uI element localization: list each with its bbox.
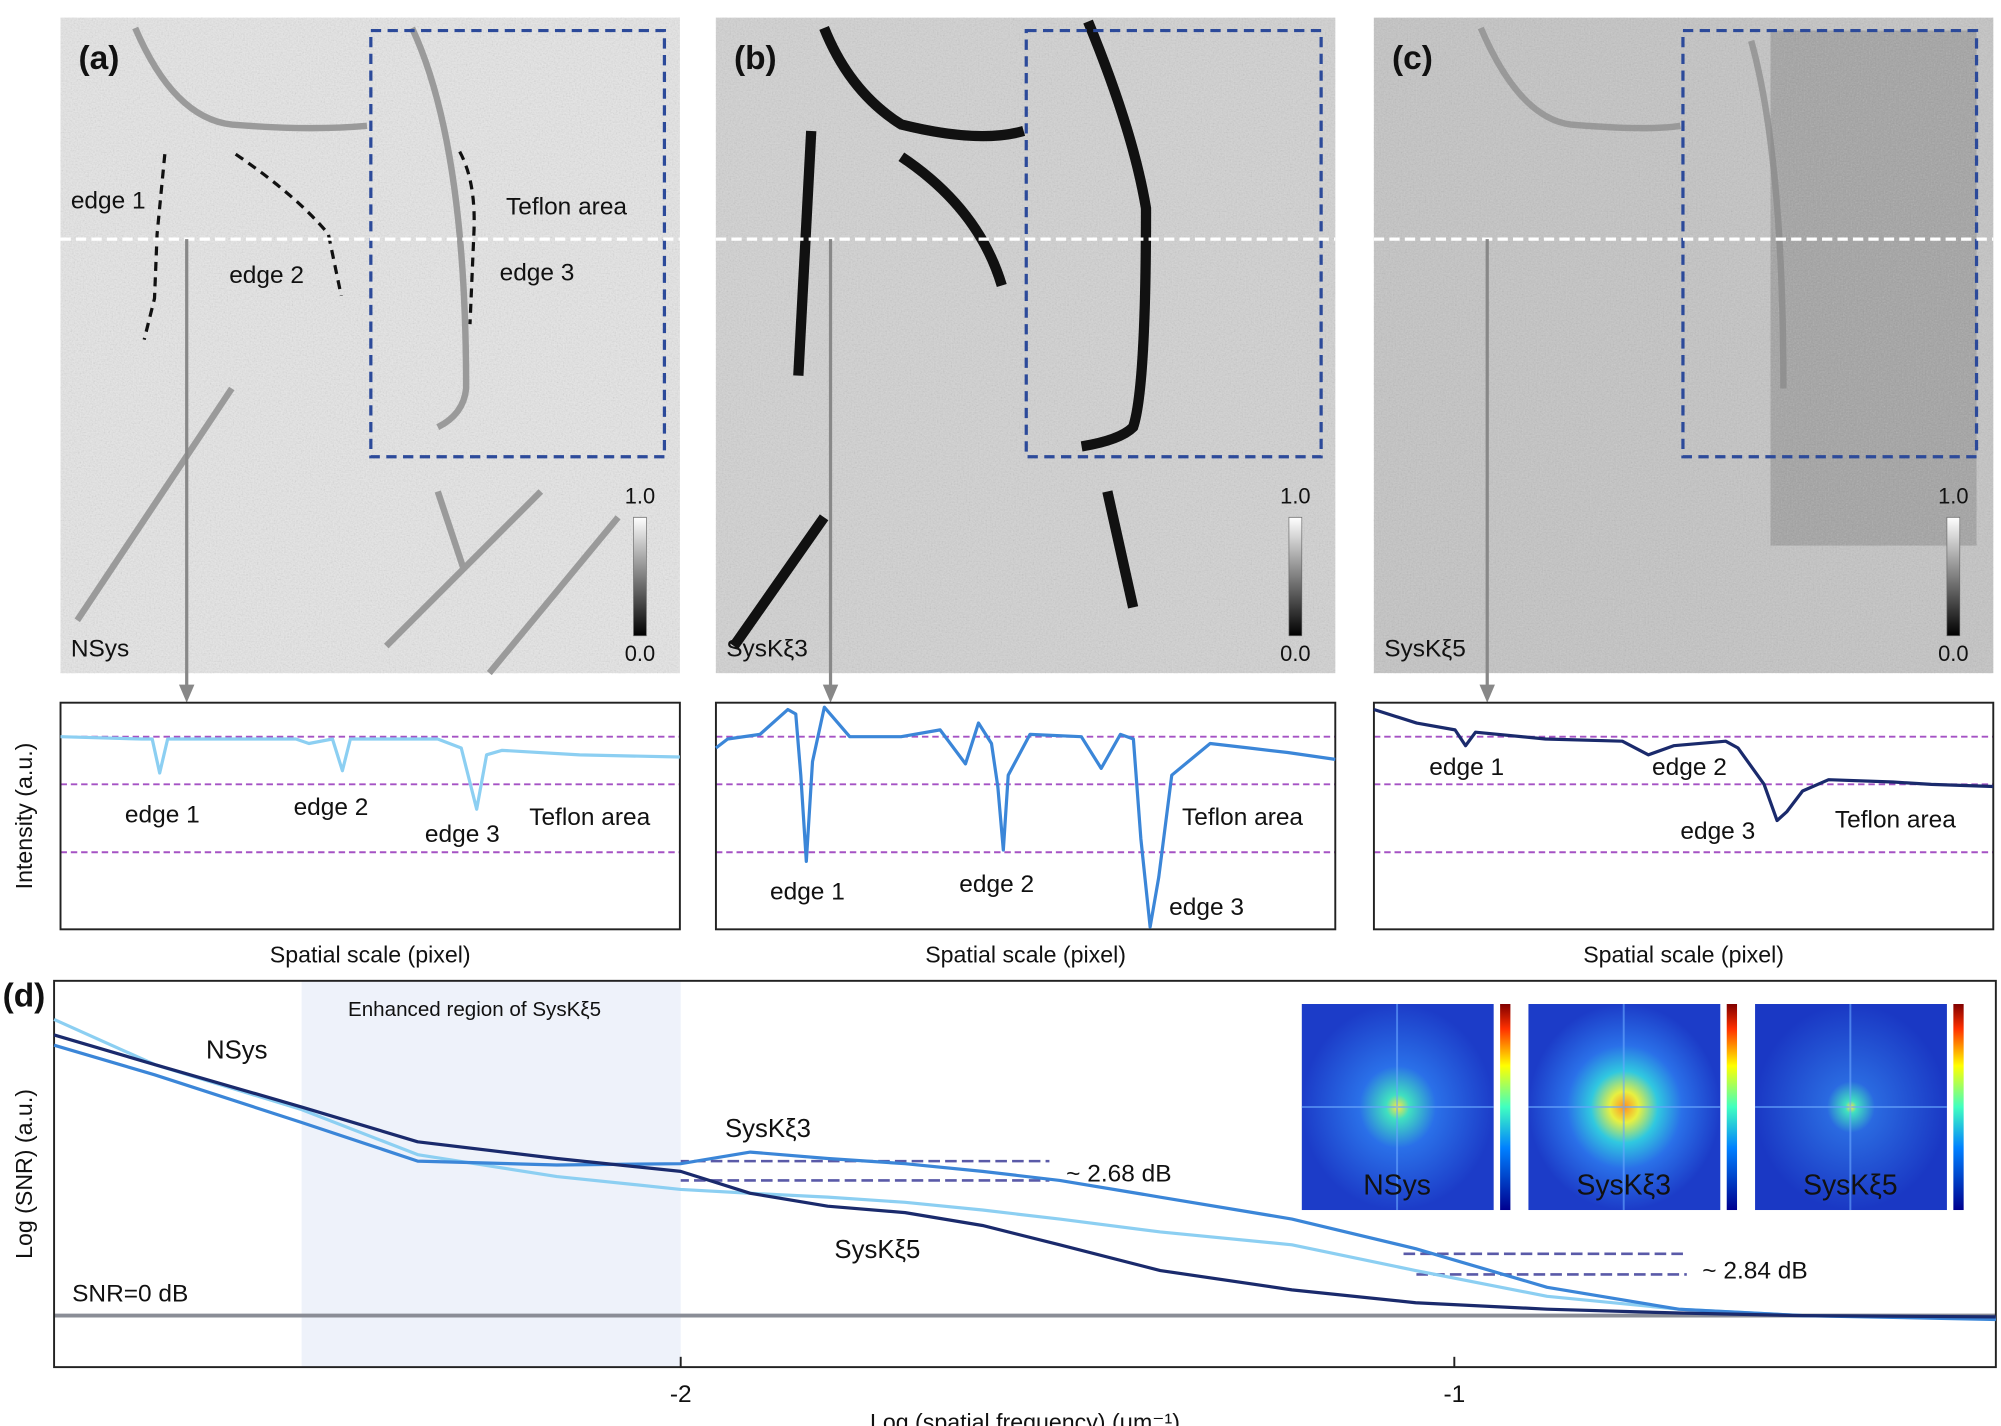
colorbar-tick-label: 1.0 [625,484,655,509]
annotation: edge 3 [425,821,500,848]
series-line [1373,707,1994,823]
x-axis-label: Log (spatial frequency) (μm⁻¹) [870,1409,1180,1426]
annotation: edge 2 [959,871,1034,898]
inset-label: NSys [1363,1169,1431,1201]
insets [1301,1004,1964,1211]
image-annotation: Teflon area [506,194,627,221]
x-tick-label: -1 [1443,1381,1465,1408]
colorbar-tick-label: 0.0 [625,641,655,666]
series-line [60,735,680,811]
image-name: SysKξ3 [726,635,808,662]
inset-label: SysKξ3 [1576,1169,1671,1201]
plot-frame [714,701,1337,931]
shaded-region-label: Enhanced region of SysKξ5 [348,998,601,1021]
annotation: edge 3 [1680,818,1755,845]
y-axis-label: Log (SNR) (a.u.) [11,1089,37,1259]
colorbar [1288,516,1303,637]
plot-frame [53,979,1997,1369]
annotation: ~ 2.68 dB [1066,1161,1171,1188]
series-label: NSys [206,1036,268,1064]
annotation: Teflon area [1182,804,1303,831]
series-line [53,1043,1996,1322]
image-name: NSys [71,635,129,662]
series-line [714,705,1336,929]
annotation: edge 1 [1429,754,1504,781]
annotation-guides [560,1159,1687,1276]
x-axis-label: Spatial scale (pixel) [925,941,1126,967]
image-overlays [60,28,1994,703]
annotation: edge 2 [1652,754,1727,781]
inset-label: SysKξ5 [1803,1169,1898,1201]
colorbar-tick-label: 1.0 [1280,484,1310,509]
x-axis-label: Spatial scale (pixel) [1583,941,1784,967]
colorbar-tick-label: 0.0 [1938,641,1968,666]
x-tick-label: -2 [670,1381,692,1408]
image-name: SysKξ5 [1384,635,1466,662]
colorbar-tick-label: 1.0 [1938,484,1968,509]
series-line [53,1033,1996,1319]
annotation: edge 3 [1169,894,1244,921]
plot-frame [1372,701,1995,931]
annotation: Teflon area [529,804,650,831]
panel-label: (d) [3,977,46,1014]
colorbar [1946,516,1961,637]
annotation: edge 2 [294,794,369,821]
panel-label: (a) [79,40,120,77]
annotation: edge 1 [125,801,200,828]
annotation: edge 1 [770,879,845,906]
image-annotation: edge 1 [71,187,146,214]
image-annotation: edge 2 [229,262,304,289]
annotation: ~ 2.84 dB [1702,1257,1807,1284]
shaded-region [301,980,681,1368]
annotation: Teflon area [1835,807,1956,834]
x-axis-label: Spatial scale (pixel) [270,941,471,967]
series-line [53,1017,1996,1320]
reference-line-label: SNR=0 dB [72,1280,188,1307]
panel-label: (b) [734,40,777,77]
series-label: SysKξ3 [725,1115,811,1143]
colorbar-tick-label: 0.0 [1280,641,1310,666]
colorbar [633,516,647,637]
image-annotation: edge 3 [500,259,575,286]
panel-label: (c) [1392,40,1433,77]
series-label: SysKξ5 [834,1236,920,1264]
y-axis-label: Intensity (a.u.) [11,743,37,890]
plot-frame [59,701,681,931]
